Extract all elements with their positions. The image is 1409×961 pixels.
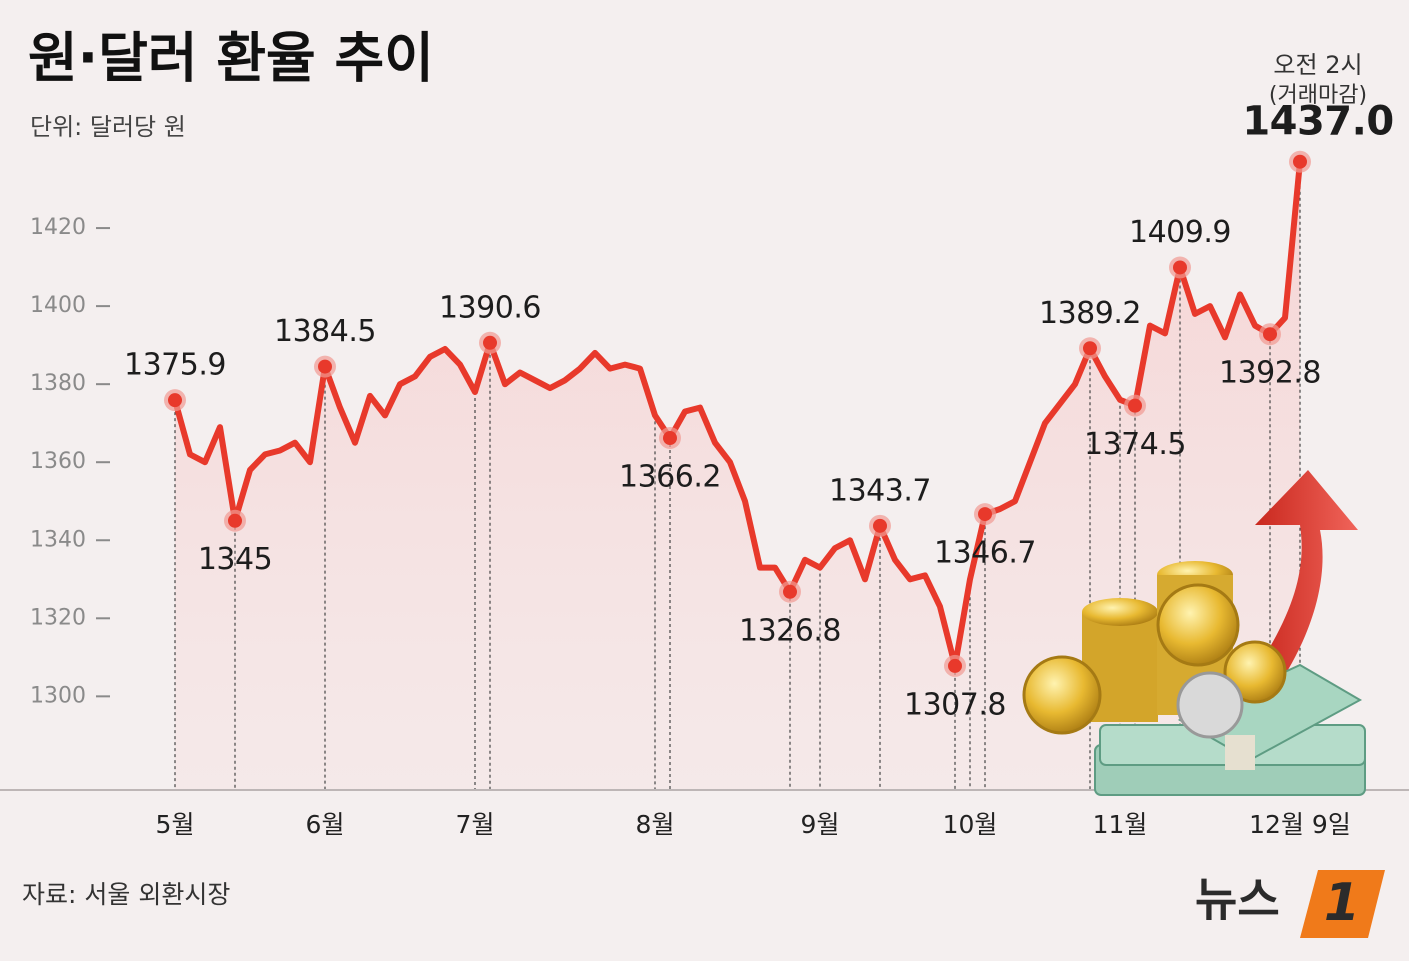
value-label: 1389.2 xyxy=(1039,296,1141,331)
x-tick-label: 11월 xyxy=(1093,810,1148,839)
y-tick-label: 1300 xyxy=(30,683,86,708)
point xyxy=(168,393,182,408)
point xyxy=(1128,398,1142,413)
annotation: (거래마감) xyxy=(1269,83,1367,108)
annotation: 오전 2시 xyxy=(1273,51,1362,79)
unit-label: 단위: 달러당 원 xyxy=(30,113,186,141)
y-tick-label: 1340 xyxy=(30,527,86,552)
value-label: 1343.7 xyxy=(829,473,931,508)
source: 자료: 서울 외환시장 xyxy=(22,880,230,909)
value-label: 1384.5 xyxy=(274,314,376,349)
point xyxy=(948,658,962,673)
y-tick-label: 1400 xyxy=(30,293,86,318)
point xyxy=(228,513,242,528)
value-label: 1326.8 xyxy=(739,613,841,648)
area-fill xyxy=(175,161,1300,790)
value-label: 1392.8 xyxy=(1219,356,1321,391)
y-tick-label: 1380 xyxy=(30,371,86,396)
value-label: 1409.9 xyxy=(1129,215,1231,250)
point xyxy=(1293,154,1307,169)
point xyxy=(1263,327,1277,342)
x-tick-label: 8월 xyxy=(636,810,675,839)
x-tick-label: 7월 xyxy=(456,810,495,839)
logo-text: 뉴스 xyxy=(1195,873,1280,927)
point xyxy=(873,518,887,533)
banknotes xyxy=(1094,663,1366,796)
value-label: 1374.5 xyxy=(1084,427,1186,462)
point xyxy=(318,359,332,374)
x-tick-label: 6월 xyxy=(306,810,345,839)
illustration xyxy=(1022,470,1366,796)
up-arrow xyxy=(1255,470,1358,690)
value-label: 1346.7 xyxy=(934,536,1036,571)
logo-mark: 1 xyxy=(1324,873,1360,933)
value-label: 1375.9 xyxy=(124,348,226,383)
y-tick-label: 1420 xyxy=(30,215,86,240)
point xyxy=(663,431,677,446)
value-label: 1437.0 xyxy=(1242,99,1393,145)
x-tick-label: 5월 xyxy=(156,810,195,839)
line xyxy=(172,158,1303,669)
x-tick-label: 10월 xyxy=(943,810,998,839)
point xyxy=(783,584,797,599)
point xyxy=(978,507,992,522)
x-tick-label: 12월 9일 xyxy=(1249,810,1351,839)
value-label: 1390.6 xyxy=(439,290,541,325)
y-tick-label: 1320 xyxy=(30,605,86,630)
value-label: 1345 xyxy=(198,542,272,577)
value-label: 1307.8 xyxy=(904,687,1006,722)
point xyxy=(483,335,497,350)
value-label: 1366.2 xyxy=(619,460,721,495)
point xyxy=(1173,260,1187,275)
point xyxy=(1083,341,1097,356)
x-tick-label: 9월 xyxy=(801,810,840,839)
y-tick-label: 1360 xyxy=(30,449,86,474)
chart-title: 원·달러 환율 추이 xyxy=(28,27,434,90)
plot: 1300 1320 1340 1360 1380 1400 1420 1375.9 1345 13… xyxy=(30,99,1394,839)
coins xyxy=(1022,561,1287,739)
logo-badge xyxy=(1300,870,1385,938)
